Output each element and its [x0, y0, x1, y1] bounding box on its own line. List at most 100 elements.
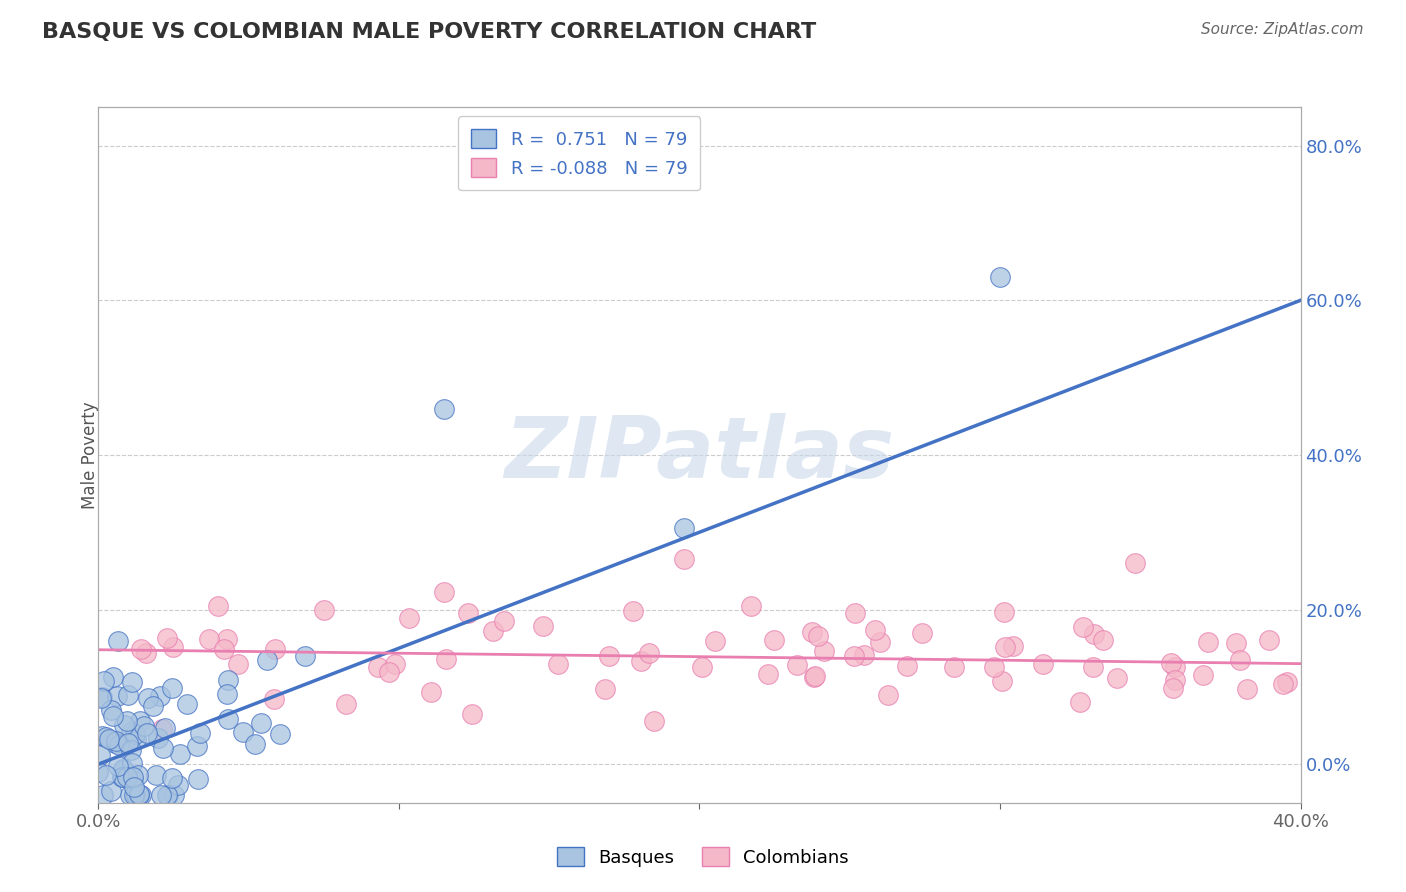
- Point: [758, 667, 780, 681]
- Point: [160, 771, 183, 785]
- Point: [127, 768, 149, 782]
- Point: [378, 665, 401, 680]
- Point: [112, 763, 135, 777]
- Point: [198, 632, 221, 647]
- Point: [434, 652, 457, 666]
- Point: [457, 606, 479, 620]
- Point: [704, 633, 727, 648]
- Point: [314, 603, 336, 617]
- Point: [112, 770, 135, 784]
- Point: [991, 673, 1014, 688]
- Point: [673, 552, 696, 566]
- Point: [94, 730, 117, 744]
- Point: [107, 634, 129, 648]
- Point: [135, 646, 157, 660]
- Point: [155, 721, 177, 735]
- Point: [865, 623, 887, 637]
- Point: [136, 725, 159, 739]
- Point: [384, 657, 406, 671]
- Point: [637, 646, 659, 660]
- Point: [481, 624, 503, 638]
- Point: [896, 659, 918, 673]
- Point: [1081, 660, 1104, 674]
- Point: [169, 747, 191, 762]
- Point: [108, 738, 131, 752]
- Point: [762, 632, 785, 647]
- Point: [1225, 635, 1247, 649]
- Point: [367, 660, 389, 674]
- Point: [269, 727, 291, 741]
- Point: [433, 585, 456, 599]
- Point: [876, 688, 898, 702]
- Point: [852, 648, 875, 662]
- Point: [531, 618, 554, 632]
- Point: [115, 714, 138, 728]
- Point: [122, 788, 145, 802]
- Point: [1083, 627, 1105, 641]
- Point: [129, 641, 152, 656]
- Point: [142, 699, 165, 714]
- Point: [100, 783, 122, 797]
- Point: [105, 689, 128, 703]
- Point: [100, 703, 122, 717]
- Point: [149, 689, 172, 703]
- Point: [249, 716, 271, 731]
- Point: [294, 648, 316, 663]
- Point: [131, 788, 153, 802]
- Point: [1275, 675, 1298, 690]
- Legend: R =  0.751   N = 79, R = -0.088   N = 79: R = 0.751 N = 79, R = -0.088 N = 79: [458, 116, 700, 190]
- Point: [673, 521, 696, 535]
- Point: [547, 657, 569, 672]
- Point: [226, 657, 249, 672]
- Point: [398, 611, 420, 625]
- Point: [1160, 656, 1182, 670]
- Point: [740, 599, 762, 613]
- Point: [993, 605, 1015, 619]
- Point: [145, 768, 167, 782]
- Point: [93, 673, 115, 688]
- Point: [786, 658, 808, 673]
- Point: [118, 788, 141, 802]
- Point: [492, 614, 515, 628]
- Point: [136, 690, 159, 705]
- Point: [1091, 632, 1114, 647]
- Point: [264, 642, 287, 657]
- Point: [89, 747, 111, 762]
- Point: [598, 649, 620, 664]
- Point: [112, 763, 135, 777]
- Text: ZIPatlas: ZIPatlas: [505, 413, 894, 497]
- Point: [813, 644, 835, 658]
- Point: [1032, 657, 1054, 672]
- Point: [120, 743, 142, 757]
- Point: [148, 731, 170, 746]
- Point: [1002, 640, 1025, 654]
- Point: [804, 669, 827, 683]
- Point: [1236, 682, 1258, 697]
- Point: [983, 659, 1005, 673]
- Point: [120, 725, 142, 739]
- Point: [87, 764, 110, 779]
- Point: [124, 727, 146, 741]
- Point: [217, 712, 239, 726]
- Point: [111, 770, 134, 784]
- Point: [104, 735, 127, 749]
- Point: [98, 732, 121, 747]
- Point: [263, 692, 285, 706]
- Point: [460, 707, 482, 722]
- Point: [124, 780, 146, 795]
- Point: [129, 714, 152, 729]
- Point: [121, 674, 143, 689]
- Point: [245, 738, 267, 752]
- Point: [160, 681, 183, 695]
- Point: [125, 731, 148, 746]
- Point: [1071, 620, 1094, 634]
- Point: [122, 770, 145, 784]
- Point: [128, 787, 150, 801]
- Point: [214, 641, 236, 656]
- Point: [256, 653, 278, 667]
- Point: [1069, 695, 1091, 709]
- Point: [335, 697, 357, 711]
- Point: [419, 685, 441, 699]
- Point: [943, 660, 966, 674]
- Point: [215, 687, 238, 701]
